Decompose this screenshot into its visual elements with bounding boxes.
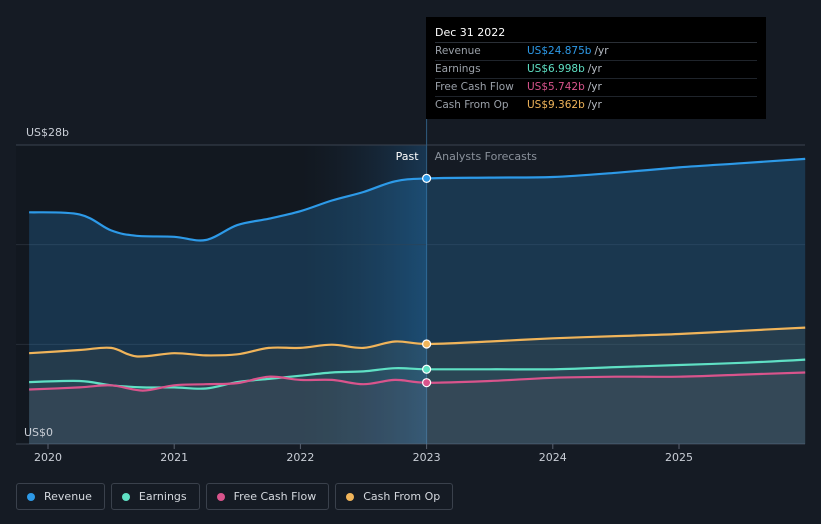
chart-area: 2020 2021 2022 2023 2024 2025 US$28b US$0 Past An… bbox=[16, 119, 806, 464]
legend: Revenue Earnings Free Cash Flow Cash Fro… bbox=[16, 483, 459, 512]
legend-item-cash-from-op[interactable]: Cash From Op bbox=[335, 483, 454, 510]
tooltip-row-cash-from-op: Cash From Op US$9.362b /yr bbox=[435, 97, 757, 114]
tooltip-value: US$9.362b bbox=[527, 99, 585, 111]
line-revenue bbox=[29, 157, 806, 242]
tooltip-row-earnings: Earnings US$6.998b /yr bbox=[435, 61, 757, 79]
tooltip-row-revenue: Revenue US$24.875b /yr bbox=[435, 43, 757, 61]
legend-dot-icon bbox=[27, 492, 35, 501]
y-axis-bottom-label: US$0 bbox=[24, 426, 53, 439]
legend-dot-icon bbox=[346, 492, 355, 501]
tooltip-unit: /yr bbox=[587, 63, 602, 75]
area-cash-from-op bbox=[29, 327, 806, 444]
tooltip-row-free-cash-flow: Free Cash Flow US$5.742b /yr bbox=[435, 79, 757, 97]
y-axis-top-label: US$28b bbox=[26, 126, 69, 139]
legend-item-revenue[interactable]: Revenue bbox=[16, 483, 105, 510]
point-revenue bbox=[422, 173, 432, 183]
tooltip-label: Earnings bbox=[435, 63, 481, 75]
legend-label: Revenue bbox=[44, 490, 92, 503]
legend-item-earnings[interactable]: Earnings bbox=[110, 483, 200, 510]
point-cash-from-op bbox=[422, 339, 432, 349]
area-revenue bbox=[29, 158, 806, 444]
tooltip-label: Revenue bbox=[435, 45, 481, 57]
x-tick-label: 2025 bbox=[665, 451, 693, 464]
tooltip-date: Dec 31 2022 bbox=[435, 25, 757, 43]
x-tick-label: 2024 bbox=[539, 451, 567, 464]
past-highlight bbox=[300, 145, 427, 444]
tooltip-value: US$5.742b bbox=[527, 81, 585, 93]
legend-dot-icon bbox=[121, 492, 130, 501]
tooltip-value: US$6.998b bbox=[527, 63, 585, 75]
tooltip-unit: /yr bbox=[587, 81, 602, 93]
tooltip-value: US$24.875b bbox=[527, 45, 592, 57]
tooltip-label: Cash From Op bbox=[435, 99, 509, 111]
tooltip-unit: /yr bbox=[587, 99, 602, 111]
area-free-cash-flow bbox=[29, 372, 806, 444]
forecast-label: Analysts Forecasts bbox=[435, 150, 538, 163]
line-earnings bbox=[29, 358, 806, 390]
legend-label: Earnings bbox=[138, 490, 187, 503]
legend-item-free-cash-flow[interactable]: Free Cash Flow bbox=[205, 483, 330, 510]
tooltip-label: Free Cash Flow bbox=[435, 81, 514, 93]
tooltip-panel: Dec 31 2022 Revenue US$24.875b /yr Earni… bbox=[426, 17, 766, 119]
legend-label: Free Cash Flow bbox=[233, 490, 317, 503]
legend-label: Cash From Op bbox=[363, 490, 441, 503]
point-free-cash-flow bbox=[422, 378, 432, 388]
point-earnings bbox=[422, 364, 432, 374]
legend-dot-icon bbox=[216, 492, 225, 501]
x-tick-label: 2021 bbox=[160, 451, 188, 464]
x-tick-label: 2023 bbox=[413, 451, 441, 464]
area-earnings bbox=[29, 359, 806, 444]
x-tick-label: 2020 bbox=[34, 451, 62, 464]
line-cash-from-op bbox=[29, 326, 806, 358]
tooltip-unit: /yr bbox=[594, 45, 609, 57]
x-tick-label: 2022 bbox=[286, 451, 314, 464]
past-label: Past bbox=[396, 150, 420, 163]
line-free-cash-flow bbox=[29, 371, 806, 392]
